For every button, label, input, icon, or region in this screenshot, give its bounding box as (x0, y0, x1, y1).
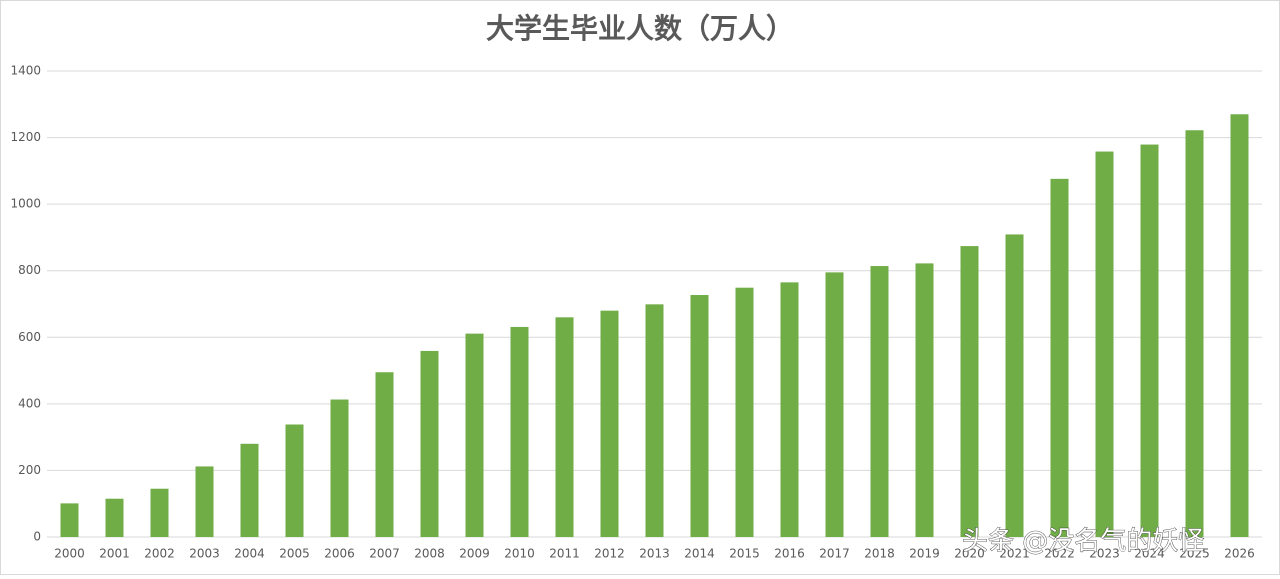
bar (105, 498, 124, 537)
bar (735, 287, 754, 537)
bar (1230, 114, 1249, 538)
bar (960, 246, 979, 537)
x-tick-label: 2001 (99, 547, 130, 561)
bar (690, 295, 709, 537)
bar (150, 488, 169, 537)
x-tick-label: 2013 (639, 547, 670, 561)
x-tick-label: 2010 (504, 547, 535, 561)
plot-area: 0 200 400 600 800 1000 1200 1400 2000 2001 2002 200… (10, 64, 1262, 561)
x-tick-label: 2022 (1044, 547, 1075, 561)
x-tick-label: 2005 (279, 547, 310, 561)
bar (780, 282, 799, 537)
bar (600, 310, 619, 537)
bar (555, 317, 574, 537)
x-tick-label: 2002 (144, 547, 175, 561)
x-tick-label: 2015 (729, 547, 760, 561)
x-tick-label: 2019 (909, 547, 940, 561)
x-tick-label: 2025 (1179, 547, 1210, 561)
y-tick-label: 800 (18, 263, 41, 277)
x-tick-label: 2007 (369, 547, 400, 561)
x-tick-label: 2004 (234, 547, 265, 561)
bar (1140, 144, 1159, 537)
bar (465, 333, 484, 537)
bar (1185, 130, 1204, 537)
watermark: 头条 @没名气的妖怪 (962, 527, 1204, 557)
bar (1050, 178, 1069, 538)
bar (60, 503, 79, 537)
y-tick-label: 1200 (10, 130, 41, 144)
x-tick-label: 2009 (459, 547, 490, 561)
y-tick-label: 400 (18, 396, 41, 410)
x-tick-label: 2008 (414, 547, 445, 561)
x-tick-label: 2026 (1224, 547, 1255, 561)
chart-title: 大学生毕业人数（万人） (486, 12, 794, 45)
bar (870, 266, 889, 537)
x-tick-label: 2017 (819, 547, 850, 561)
x-tick-label: 2012 (594, 547, 625, 561)
bar (645, 304, 664, 537)
y-tick-label: 0 (33, 530, 41, 544)
bar (1095, 151, 1114, 537)
x-tick-label: 2023 (1089, 547, 1120, 561)
x-tick-label: 2018 (864, 547, 895, 561)
bar (825, 272, 844, 537)
y-tick-label: 1000 (10, 197, 41, 211)
bar (330, 399, 349, 537)
x-tick-label: 2011 (549, 547, 580, 561)
bar (420, 350, 439, 537)
x-tick-label: 2003 (189, 547, 220, 561)
bar (915, 263, 934, 537)
x-tick-label: 2020 (954, 547, 985, 561)
x-tick-label: 2006 (324, 547, 355, 561)
bar (285, 424, 304, 537)
x-tick-label: 2000 (54, 547, 85, 561)
bar (1005, 234, 1024, 537)
bar (195, 466, 214, 537)
x-tick-label: 2024 (1134, 547, 1165, 561)
x-tick-label: 2016 (774, 547, 805, 561)
bar (375, 372, 394, 537)
x-tick-label: 2014 (684, 547, 715, 561)
y-tick-label: 200 (18, 463, 41, 477)
x-tick-label: 2021 (999, 547, 1030, 561)
bar (510, 326, 529, 537)
bar (240, 443, 259, 537)
y-tick-label: 600 (18, 330, 41, 344)
y-tick-label: 1400 (10, 64, 41, 78)
